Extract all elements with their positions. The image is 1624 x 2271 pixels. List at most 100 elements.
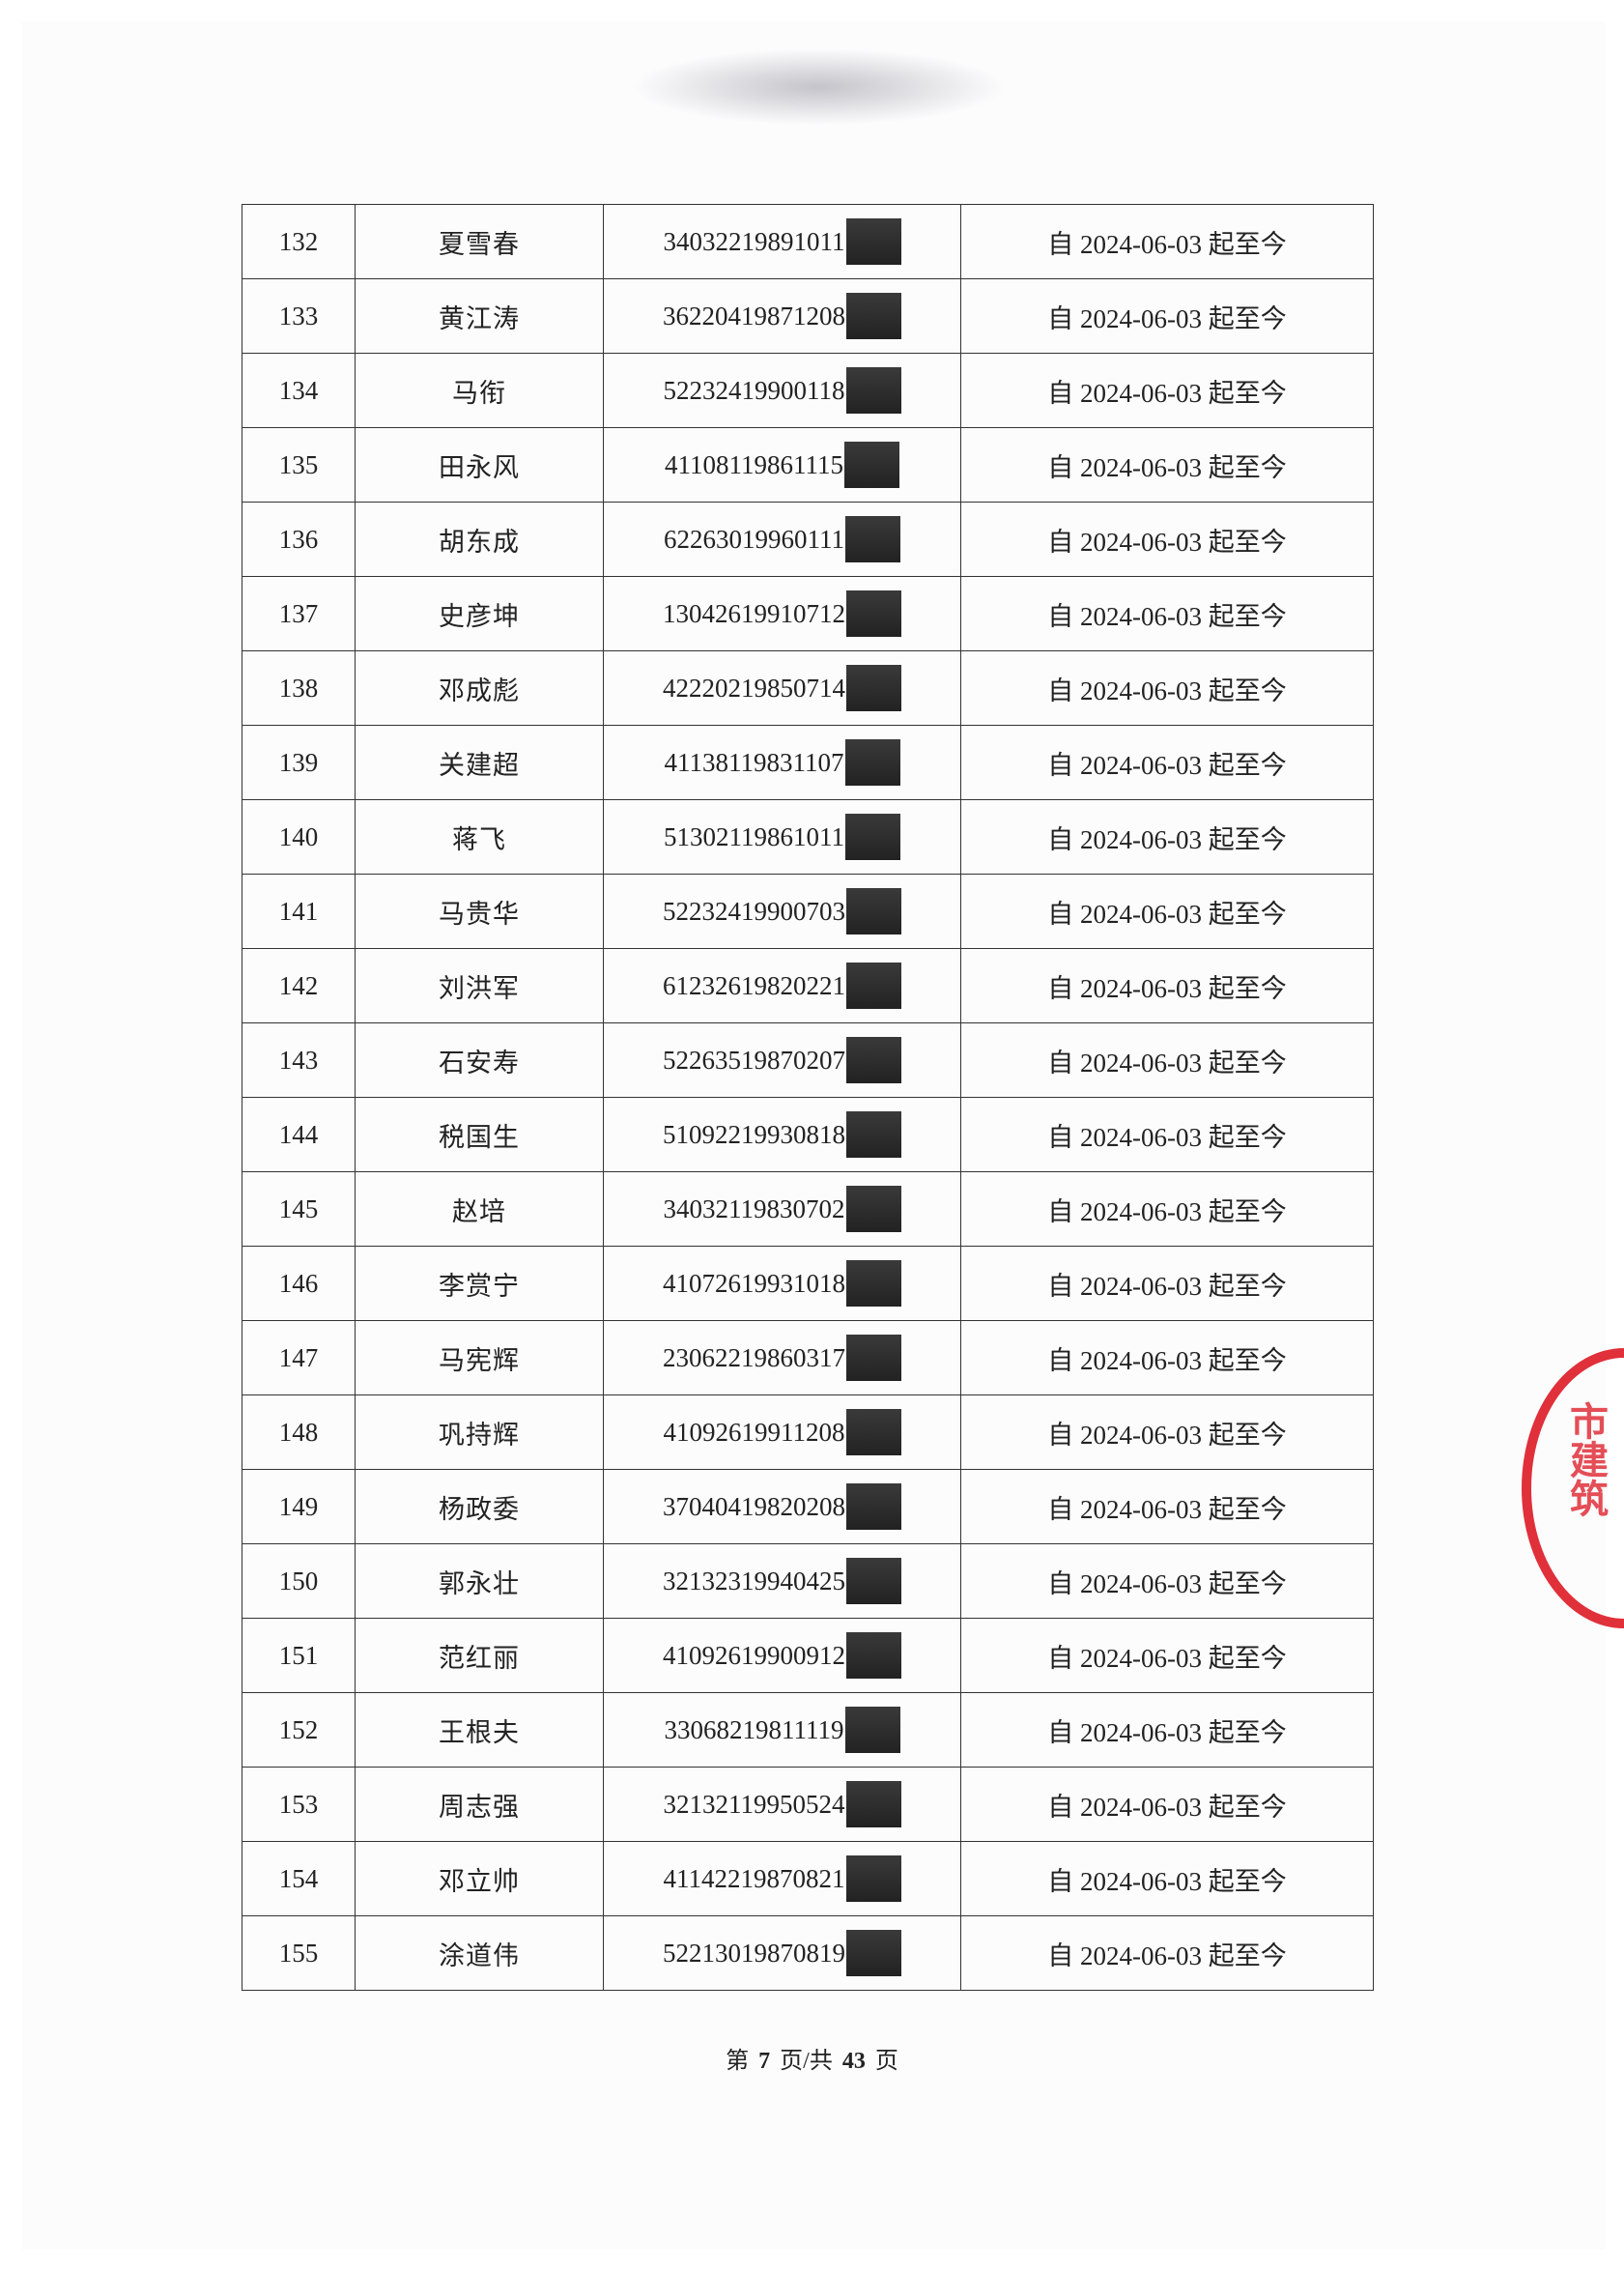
person-name: 黄江涛 xyxy=(355,278,604,354)
id-number: 32132119950524 xyxy=(663,1789,845,1819)
table-row: 152 王根夫 33068219811119 自 2024-06-03 起至今 xyxy=(242,1692,1374,1768)
table-row: 137 史彦坤 13042619910712 自 2024-06-03 起至今 xyxy=(242,576,1374,651)
id-number-cell: 41092619900912 xyxy=(603,1618,961,1693)
row-number: 149 xyxy=(242,1469,356,1544)
id-number: 37040419820208 xyxy=(663,1491,845,1521)
total-pages: 43 xyxy=(841,2049,866,2074)
table-row: 149 杨政委 37040419820208 自 2024-06-03 起至今 xyxy=(242,1469,1374,1544)
table-row: 139 关建超 41138119831107 自 2024-06-03 起至今 xyxy=(242,725,1374,800)
table-row: 142 刘洪军 61232619820221 自 2024-06-03 起至今 xyxy=(242,948,1374,1023)
period: 自 2024-06-03 起至今 xyxy=(960,1767,1374,1842)
id-number: 23062219860317 xyxy=(663,1342,845,1372)
row-number: 139 xyxy=(242,725,356,800)
table-row: 154 邓立帅 41142219870821 自 2024-06-03 起至今 xyxy=(242,1841,1374,1916)
table-row: 153 周志强 32132119950524 自 2024-06-03 起至今 xyxy=(242,1767,1374,1842)
row-number: 155 xyxy=(242,1915,356,1991)
seal-lettering: 市建筑 xyxy=(1564,1401,1608,1517)
person-name: 税国生 xyxy=(355,1097,604,1172)
id-number-cell: 61232619820221 xyxy=(603,948,961,1023)
person-name: 邓立帅 xyxy=(355,1841,604,1916)
footer-suffix: 页 xyxy=(874,2049,898,2074)
id-number-cell: 36220419871208 xyxy=(603,278,961,354)
redaction-block xyxy=(846,1558,901,1604)
id-number: 41108119861115 xyxy=(665,449,843,479)
id-number-cell: 51302119861011 xyxy=(603,799,961,875)
id-number-cell: 52232419900703 xyxy=(603,874,961,949)
id-number: 51302119861011 xyxy=(664,821,844,851)
table-row: 132 夏雪春 34032219891011 自 2024-06-03 起至今 xyxy=(242,204,1374,279)
row-number: 141 xyxy=(242,874,356,949)
id-number-cell: 34032219891011 xyxy=(603,204,961,279)
id-number-cell: 52213019870819 xyxy=(603,1915,961,1991)
id-number: 41142219870821 xyxy=(663,1863,845,1893)
person-name: 马衔 xyxy=(355,353,604,428)
id-number: 41092619911208 xyxy=(663,1417,845,1447)
footer-prefix: 第 xyxy=(726,2049,750,2074)
period: 自 2024-06-03 起至今 xyxy=(960,204,1374,279)
person-name: 杨政委 xyxy=(355,1469,604,1544)
row-number: 140 xyxy=(242,799,356,875)
person-name: 马贵华 xyxy=(355,874,604,949)
redaction-block xyxy=(845,1781,901,1827)
period: 自 2024-06-03 起至今 xyxy=(960,502,1374,577)
person-name: 李赏宁 xyxy=(355,1246,604,1321)
redaction-block xyxy=(845,1855,901,1902)
period: 自 2024-06-03 起至今 xyxy=(960,799,1374,875)
redaction-block xyxy=(845,516,900,562)
redaction-block xyxy=(846,1930,901,1976)
id-number-cell: 34032119830702 xyxy=(603,1171,961,1247)
table-row: 140 蒋飞 51302119861011 自 2024-06-03 起至今 xyxy=(242,799,1374,875)
row-number: 147 xyxy=(242,1320,356,1395)
person-name: 赵培 xyxy=(355,1171,604,1247)
row-number: 142 xyxy=(242,948,356,1023)
id-number-cell: 41108119861115 xyxy=(603,427,961,503)
id-number: 33068219811119 xyxy=(664,1714,844,1744)
period: 自 2024-06-03 起至今 xyxy=(960,650,1374,726)
person-name: 郭永壮 xyxy=(355,1543,604,1619)
id-number: 62263019960111 xyxy=(664,524,844,554)
person-name: 夏雪春 xyxy=(355,204,604,279)
id-number: 51092219930818 xyxy=(663,1119,845,1149)
row-number: 152 xyxy=(242,1692,356,1768)
row-number: 150 xyxy=(242,1543,356,1619)
row-number: 151 xyxy=(242,1618,356,1693)
period: 自 2024-06-03 起至今 xyxy=(960,1841,1374,1916)
period: 自 2024-06-03 起至今 xyxy=(960,576,1374,651)
person-name: 史彦坤 xyxy=(355,576,604,651)
row-number: 144 xyxy=(242,1097,356,1172)
table-row: 133 黄江涛 36220419871208 自 2024-06-03 起至今 xyxy=(242,278,1374,354)
id-number-cell: 41142219870821 xyxy=(603,1841,961,1916)
redaction-block xyxy=(846,590,901,637)
redaction-block xyxy=(846,1632,901,1679)
period: 自 2024-06-03 起至今 xyxy=(960,1097,1374,1172)
id-number-cell: 62263019960111 xyxy=(603,502,961,577)
id-number-cell: 52263519870207 xyxy=(603,1022,961,1098)
redaction-block xyxy=(845,218,901,265)
table-row: 147 马宪辉 23062219860317 自 2024-06-03 起至今 xyxy=(242,1320,1374,1395)
id-number-cell: 52232419900118 xyxy=(603,353,961,428)
person-name: 关建超 xyxy=(355,725,604,800)
id-number: 52213019870819 xyxy=(663,1938,845,1968)
period: 自 2024-06-03 起至今 xyxy=(960,1469,1374,1544)
person-name: 蒋飞 xyxy=(355,799,604,875)
row-number: 136 xyxy=(242,502,356,577)
person-name: 邓成彪 xyxy=(355,650,604,726)
row-number: 153 xyxy=(242,1767,356,1842)
period: 自 2024-06-03 起至今 xyxy=(960,1692,1374,1768)
person-name: 马宪辉 xyxy=(355,1320,604,1395)
redaction-block xyxy=(845,1409,901,1455)
table-row: 134 马衔 52232419900118 自 2024-06-03 起至今 xyxy=(242,353,1374,428)
period: 自 2024-06-03 起至今 xyxy=(960,948,1374,1023)
id-number-cell: 13042619910712 xyxy=(603,576,961,651)
id-number: 32132319940425 xyxy=(663,1566,845,1595)
redaction-block xyxy=(846,665,901,711)
period: 自 2024-06-03 起至今 xyxy=(960,725,1374,800)
row-number: 135 xyxy=(242,427,356,503)
redaction-block xyxy=(844,1707,900,1753)
table-row: 141 马贵华 52232419900703 自 2024-06-03 起至今 xyxy=(242,874,1374,949)
id-number: 41072619931018 xyxy=(663,1268,845,1298)
person-name: 巩持辉 xyxy=(355,1394,604,1470)
period: 自 2024-06-03 起至今 xyxy=(960,278,1374,354)
period: 自 2024-06-03 起至今 xyxy=(960,1022,1374,1098)
row-number: 148 xyxy=(242,1394,356,1470)
